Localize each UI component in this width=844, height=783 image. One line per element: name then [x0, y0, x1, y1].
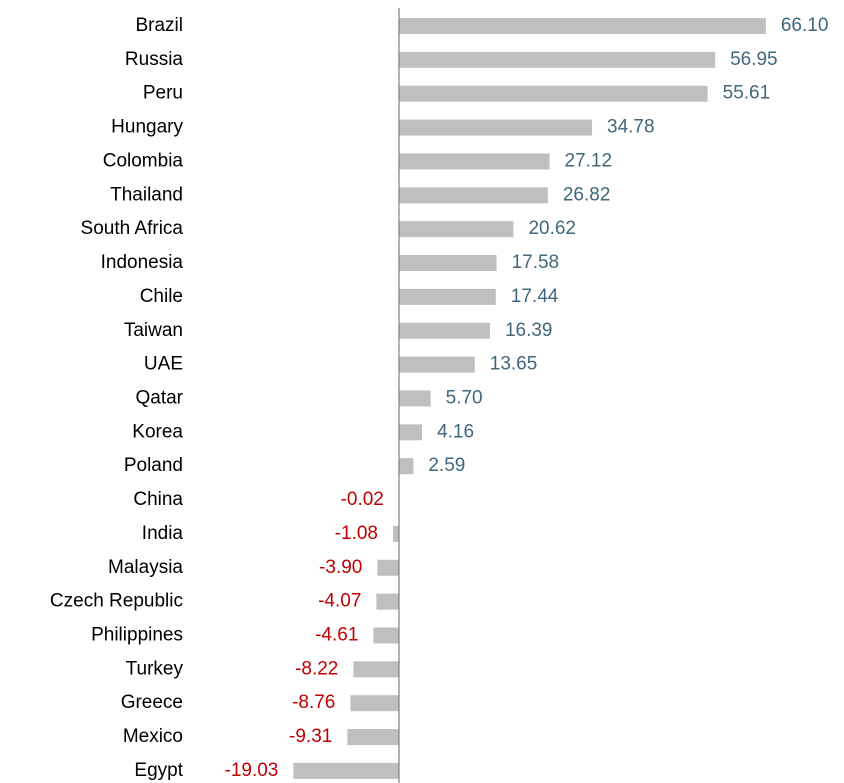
- category-label: Hungary: [111, 117, 183, 138]
- value-label: 27.12: [565, 150, 613, 171]
- category-label: China: [133, 489, 183, 510]
- bar: [399, 356, 475, 373]
- category-label: Greece: [121, 692, 183, 713]
- bar: [399, 153, 550, 170]
- bar: [399, 288, 496, 305]
- category-label: Czech Republic: [50, 591, 183, 612]
- category-label: Philippines: [91, 624, 183, 645]
- category-label: Egypt: [134, 760, 183, 781]
- bar: [393, 525, 399, 542]
- category-label: UAE: [144, 354, 183, 375]
- bar: [350, 695, 399, 712]
- value-label: -8.76: [292, 692, 335, 713]
- value-label: -1.08: [335, 523, 378, 544]
- value-label: -3.90: [319, 557, 362, 578]
- category-label: Malaysia: [108, 557, 183, 578]
- value-label: -8.22: [295, 658, 338, 679]
- category-label: South Africa: [81, 218, 184, 239]
- value-label: 26.82: [563, 184, 611, 205]
- value-label: 56.95: [730, 49, 778, 70]
- value-label: -4.07: [318, 591, 361, 612]
- bar: [399, 51, 716, 68]
- value-label: -9.31: [289, 726, 332, 747]
- category-label: Chile: [140, 286, 183, 307]
- value-label: 13.65: [490, 354, 538, 375]
- value-label: 34.78: [607, 117, 655, 138]
- value-label: 16.39: [505, 320, 553, 341]
- category-label: Colombia: [103, 150, 184, 171]
- value-label: 66.10: [781, 15, 829, 36]
- value-label: -4.61: [315, 624, 358, 645]
- category-label: India: [142, 523, 184, 544]
- category-label: Qatar: [135, 387, 183, 408]
- bar: [373, 627, 399, 644]
- bar: [377, 559, 399, 576]
- category-label: Poland: [124, 455, 183, 476]
- category-label: Taiwan: [124, 320, 183, 341]
- value-label: 20.62: [528, 218, 576, 239]
- value-label: 17.44: [511, 286, 559, 307]
- category-label: Thailand: [110, 184, 183, 205]
- value-label: -19.03: [225, 760, 279, 781]
- bar: [399, 255, 497, 272]
- category-label: Korea: [132, 421, 183, 442]
- bar: [399, 221, 514, 238]
- category-label: Brazil: [135, 15, 183, 36]
- bar: [399, 85, 708, 102]
- category-label: Russia: [125, 49, 184, 70]
- bar: [399, 119, 593, 136]
- bar: [376, 593, 399, 610]
- bar: [399, 424, 423, 441]
- category-label: Indonesia: [101, 252, 184, 273]
- bar: [399, 458, 414, 475]
- value-label: -0.02: [341, 489, 384, 510]
- value-label: 5.70: [446, 387, 483, 408]
- bar: [293, 762, 399, 779]
- value-label: 55.61: [723, 83, 771, 104]
- bar: [353, 661, 399, 678]
- bar: [399, 322, 490, 339]
- category-label: Peru: [143, 83, 183, 104]
- value-label: 4.16: [437, 421, 474, 442]
- bar: [347, 729, 399, 746]
- bar: [399, 18, 766, 34]
- bar: [399, 187, 548, 204]
- category-label: Mexico: [123, 726, 183, 747]
- category-label: Turkey: [126, 658, 184, 679]
- value-label: 2.59: [428, 455, 465, 476]
- bar: [399, 390, 431, 407]
- value-label: 17.58: [512, 252, 560, 273]
